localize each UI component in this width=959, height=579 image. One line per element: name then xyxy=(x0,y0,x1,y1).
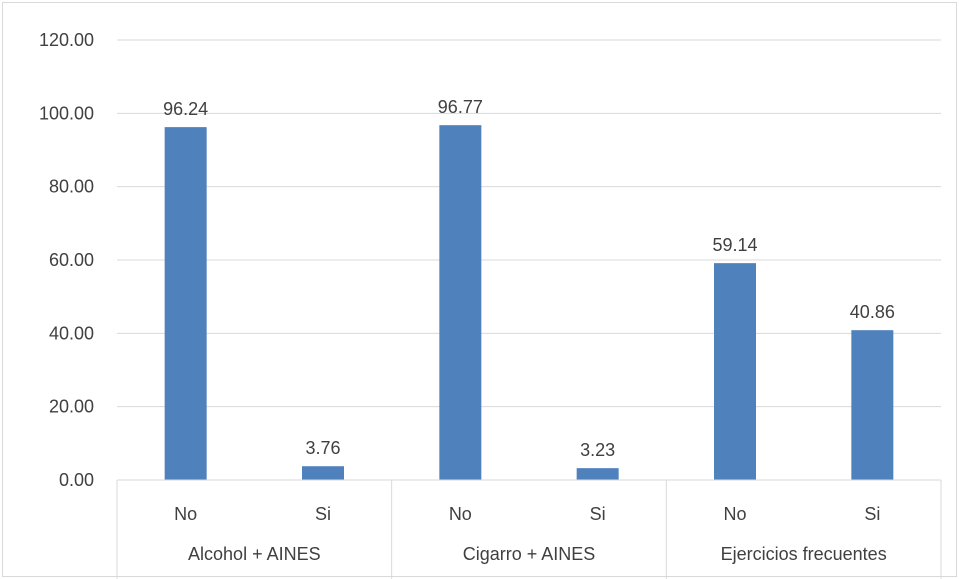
bar xyxy=(302,466,344,480)
x-category-label: No xyxy=(174,504,197,524)
y-tick-label: 20.00 xyxy=(49,397,94,417)
data-label: 96.77 xyxy=(438,97,483,117)
x-axis: No Si Alcohol + AINES No Si Cigarro + AINES No… xyxy=(116,479,942,579)
y-tick-label: 100.00 xyxy=(39,103,94,123)
x-category-label: Si xyxy=(590,504,606,524)
x-category-label: Si xyxy=(864,504,880,524)
x-category-label: No xyxy=(723,504,746,524)
data-label: 40.86 xyxy=(850,302,895,322)
y-tick-label: 40.00 xyxy=(49,323,94,343)
x-group-label: Ejercicios frecuentes xyxy=(721,544,887,564)
bar xyxy=(576,468,619,480)
gridlines xyxy=(117,39,941,408)
x-group-label: Cigarro + AINES xyxy=(463,544,596,564)
data-label: 59.14 xyxy=(712,235,757,255)
bar xyxy=(439,125,482,480)
y-tick-label: 120.00 xyxy=(39,30,94,50)
data-labels: 96.24 3.76 96.77 3.23 59.14 40.86 xyxy=(163,97,895,460)
data-label: 3.23 xyxy=(580,440,615,460)
bar xyxy=(164,127,207,481)
data-label: 96.24 xyxy=(163,99,208,119)
y-axis-tick-labels: 0.00 20.00 40.00 60.00 80.00 100.00 120.00 xyxy=(39,30,94,490)
y-tick-label: 60.00 xyxy=(49,250,94,270)
bars xyxy=(164,125,894,481)
bar xyxy=(851,330,894,480)
x-category-label: No xyxy=(449,504,472,524)
bar xyxy=(714,263,756,480)
data-label: 3.76 xyxy=(305,438,340,458)
y-tick-label: 80.00 xyxy=(49,177,94,197)
y-tick-label: 0.00 xyxy=(59,470,94,490)
x-category-label: Si xyxy=(315,504,331,524)
x-group-label: Alcohol + AINES xyxy=(188,544,321,564)
